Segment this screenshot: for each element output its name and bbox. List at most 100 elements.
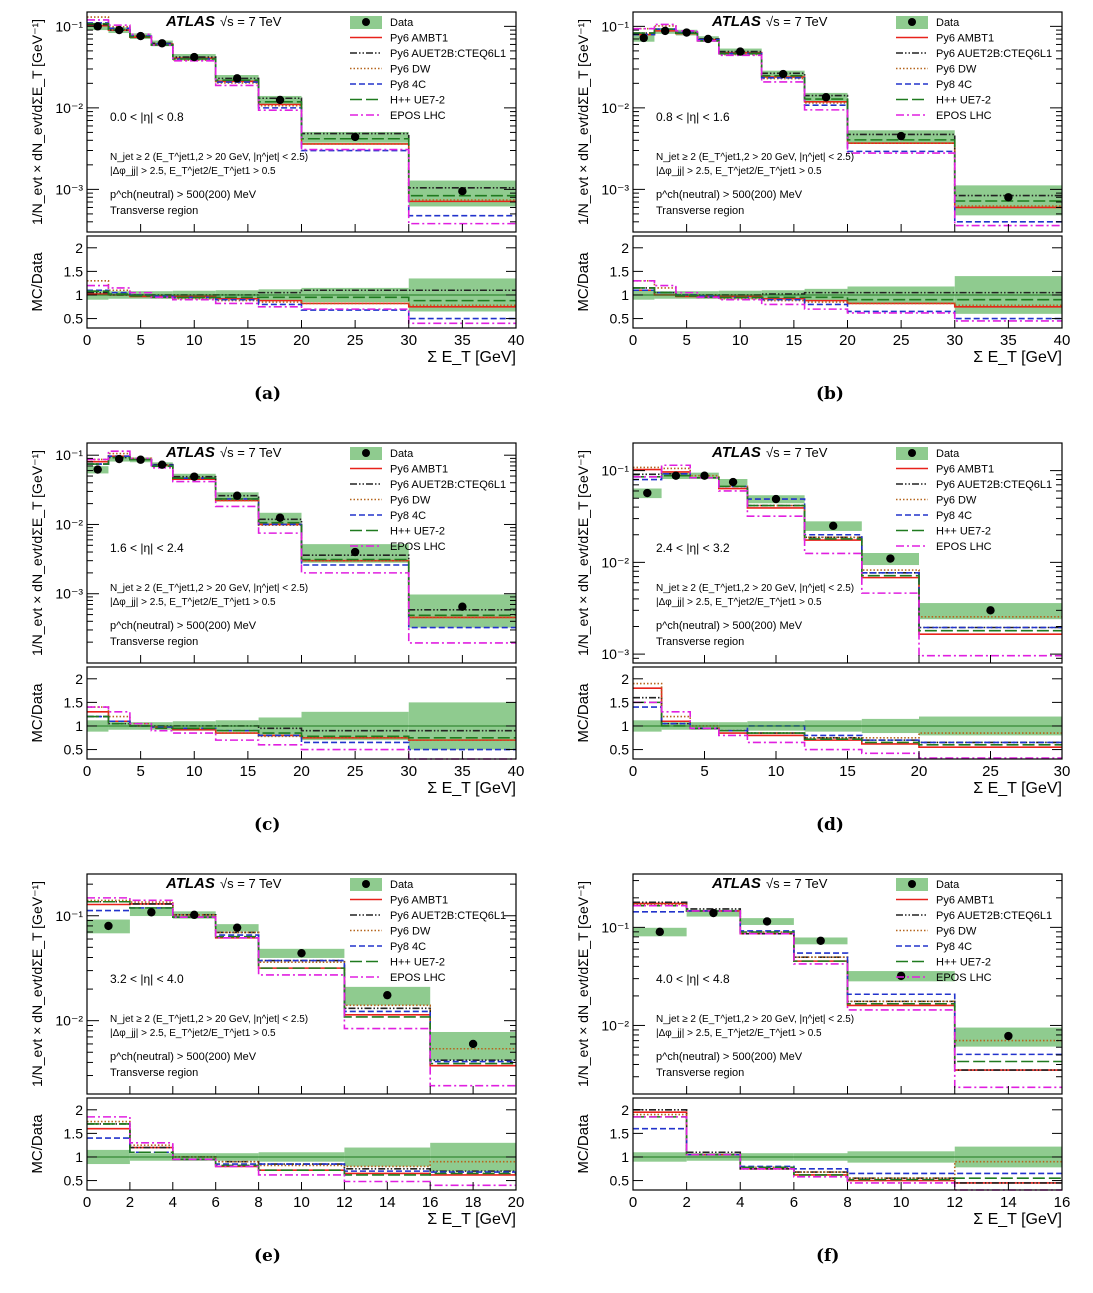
chart-e: 10⁻²10⁻¹0.511.520 2 4 6 8 10 12 14 16 18 20Σ E_T [… [29, 873, 524, 1228]
mc-ratio-histogram [87, 1123, 516, 1176]
x-axis-title: Σ E_T [GeV] [973, 1211, 1062, 1228]
ratio-y-tick-label: 1 [75, 287, 83, 303]
ratio-axis-title: MC/Data [575, 252, 592, 312]
mc-histogram [87, 22, 516, 197]
energy-label: √s = 7 TeV [220, 445, 282, 460]
selection-pt: p^ch(neutral) > 500(200) MeV [656, 1051, 803, 1063]
region-label: Transverse region [110, 1067, 198, 1079]
legend-label: EPOS LHC [390, 541, 446, 553]
ratio-y-tick-label: 0.5 [610, 742, 630, 758]
selection-pt: p^ch(neutral) > 500(200) MeV [110, 620, 257, 632]
x-tick-label: 10 [186, 763, 203, 780]
x-tick-label: 2 [682, 1194, 690, 1211]
data-point [700, 471, 709, 480]
mc-histogram [633, 904, 1062, 1089]
panel-label: (e) [254, 1246, 281, 1266]
legend-label: Py6 AMBT1 [936, 895, 994, 907]
x-tick-label: 14 [379, 1194, 396, 1211]
data-point [190, 52, 199, 62]
legend-label: Py6 DW [390, 495, 431, 507]
panel-a: 10⁻³ 10⁻² 10⁻¹ 0.5 1 1.5 2 0 5 10 15 20 25 30 35 40 Σ E_… [0, 0, 546, 431]
legend-label: Py6 AUET2B:CTEQ6L1 [390, 48, 506, 60]
y-tick-label: 10⁻² [55, 100, 83, 116]
selection-njet: N_jet ≥ 2 (E_T^jet1,2 > 20 GeV, |η^jet| … [110, 583, 308, 594]
y-tick-label: 10⁻² [55, 516, 83, 532]
x-tick-label: 5 [136, 332, 144, 349]
eta-range-label: 0.0 < |η| < 0.8 [110, 110, 184, 124]
data-point [821, 93, 831, 102]
selection-njet: N_jet ≥ 2 (E_T^jet1,2 > 20 GeV, |η^jet| … [110, 152, 308, 163]
selection-njet: N_jet ≥ 2 (E_T^jet1,2 > 20 GeV, |η^jet| … [110, 1014, 308, 1025]
x-axis-title: Σ E_T [GeV] [973, 349, 1062, 366]
x-tick-label: 8 [843, 1194, 851, 1211]
x-tick-label: 15 [786, 332, 803, 349]
legend-label: Py6 AMBT1 [936, 33, 994, 45]
energy-label: √s = 7 TeV [766, 14, 828, 29]
ratio-y-tick-label: 2 [75, 671, 83, 687]
data-point [136, 455, 145, 464]
panel-e: 10⁻² 10⁻¹ 0.5 1 1.5 2 0 2 4 6 8 10 12 14 16 18 20 Σ E_T [… [0, 862, 546, 1293]
ratio-y-tick-label: 0.5 [610, 1173, 630, 1189]
mc-histogram [633, 23, 1062, 227]
selection-dphi: |Δφ_jj| > 2.5, E_T^jet2/E_T^jet1 > 0.5 [110, 1028, 276, 1039]
x-tick-label: 25 [893, 332, 910, 349]
ratio-axis-title: MC/Data [575, 1114, 592, 1174]
chart-b: 10⁻³10⁻²10⁻¹0.511.520 5 10 15 20 25 30 35 40Σ E_… [575, 11, 1071, 366]
region-label: Transverse region [656, 1067, 744, 1079]
data-point [157, 39, 167, 48]
ratio-y-tick-label: 1.5 [64, 694, 84, 710]
x-tick-label: 0 [629, 1194, 637, 1211]
data-point [703, 34, 713, 44]
y-tick-label: 10⁻¹ [55, 447, 83, 463]
data-point [643, 488, 652, 498]
mc-histogram [87, 900, 516, 1065]
x-tick-label: 4 [736, 1194, 744, 1211]
atlas-label: ATLAS [711, 444, 761, 461]
data-point [232, 923, 242, 932]
y-axis-title: 1/N_evt × dN_evt/dΣE_T [GeV⁻¹] [575, 19, 591, 225]
x-tick-label: 25 [347, 763, 364, 780]
y-tick-label: 10⁻¹ [55, 18, 83, 34]
energy-label: √s = 7 TeV [766, 876, 828, 891]
x-tick-label: 8 [254, 1194, 262, 1211]
x-tick-label: 15 [240, 332, 257, 349]
mc-histogram [633, 25, 1062, 207]
selection-dphi: |Δφ_jj| > 2.5, E_T^jet2/E_T^jet1 > 0.5 [656, 166, 822, 177]
x-axis-title: Σ E_T [GeV] [973, 780, 1062, 797]
mc-histogram [633, 464, 1062, 657]
legend-label: Py6 DW [936, 926, 977, 938]
ratio-y-tick-label: 1 [621, 718, 629, 734]
x-tick-label: 0 [83, 763, 91, 780]
mc-histogram [87, 907, 516, 1063]
legend-label: Py6 AMBT1 [936, 464, 994, 476]
legend-label: H++ UE7-2 [390, 526, 445, 538]
mc-ratio-histogram [633, 701, 1062, 759]
panel-label: (c) [254, 815, 281, 835]
data-point [114, 25, 124, 35]
x-tick-label: 12 [336, 1194, 353, 1211]
x-tick-label: 40 [1054, 332, 1071, 349]
selection-pt: p^ch(neutral) > 500(200) MeV [110, 189, 257, 201]
data-point [986, 606, 995, 615]
panel-c: 10⁻³ 10⁻² 10⁻¹ 0.5 1 1.5 2 0 5 10 15 20 25 30 35 40 Σ E_… [0, 431, 546, 862]
mc-ratio-histogram [633, 687, 1062, 749]
x-tick-label: 30 [1054, 763, 1071, 780]
x-tick-label: 5 [700, 763, 708, 780]
y-axis-title: 1/N_evt × dN_evt/dΣE_T [GeV⁻¹] [29, 450, 45, 656]
x-tick-label: 4 [169, 1194, 177, 1211]
x-tick-label: 6 [212, 1194, 220, 1211]
data-point [275, 513, 285, 522]
mc-histogram [87, 23, 516, 189]
ratio-y-tick-label: 1.5 [610, 263, 630, 279]
data-point [660, 26, 670, 36]
data-point [136, 31, 145, 41]
atlas-label: ATLAS [165, 444, 215, 461]
atlas-label: ATLAS [165, 13, 215, 30]
ratio-y-tick-label: 1 [621, 1149, 629, 1165]
selection-njet: N_jet ≥ 2 (E_T^jet1,2 > 20 GeV, |η^jet| … [656, 152, 854, 163]
mc-histogram [87, 897, 516, 1087]
data-point [896, 971, 906, 981]
data-point [104, 921, 113, 931]
x-tick-label: 16 [422, 1194, 439, 1211]
x-tick-label: 25 [347, 332, 364, 349]
